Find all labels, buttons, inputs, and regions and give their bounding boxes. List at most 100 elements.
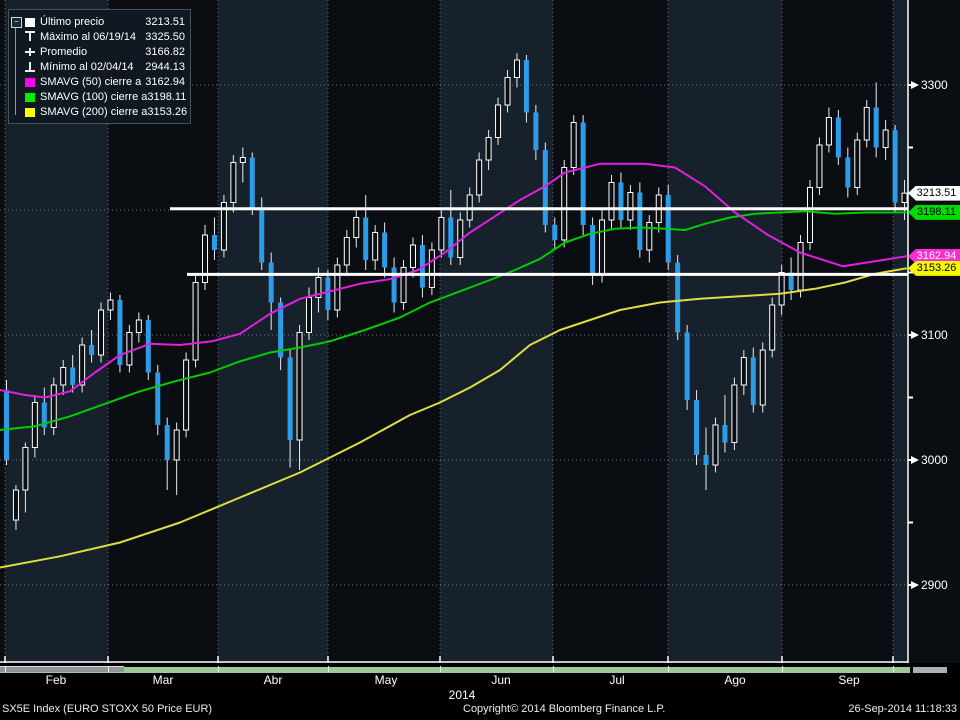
- average-marker-icon: [25, 46, 35, 57]
- candle-body-down: [722, 425, 728, 443]
- candle-body-down: [70, 367, 76, 385]
- candle-body-up: [731, 384, 738, 443]
- legend-collapse-icon[interactable]: −: [11, 17, 22, 28]
- horizontal-scrollbar[interactable]: [0, 666, 960, 673]
- legend-label: Mínimo al 02/04/14: [40, 60, 134, 73]
- candle-body-up: [561, 167, 568, 241]
- scrollbar-track[interactable]: [0, 667, 910, 673]
- legend-value: 2944.13: [145, 60, 185, 73]
- candle-body-up: [570, 122, 577, 168]
- legend-value: 3153.26: [147, 105, 188, 118]
- candle-body-up: [22, 447, 29, 491]
- y-tick-arrow-icon: [911, 456, 919, 464]
- candle-body-down: [552, 225, 558, 240]
- y-tick-arrow-icon: [911, 331, 919, 339]
- legend-row-maximum: Máximo al 06/19/14 3325.50: [13, 29, 185, 44]
- scrollbar-tick: [218, 666, 219, 672]
- y-tick-arrow-icon: [911, 81, 919, 89]
- month-label-sep: Sep: [838, 673, 860, 687]
- candle-body-up: [183, 359, 190, 431]
- candle-body-down: [325, 277, 331, 310]
- candle-body-up: [485, 137, 492, 161]
- candle-body-down: [618, 182, 624, 220]
- candle-body-down: [845, 157, 851, 188]
- month-label-jun: Jun: [491, 673, 511, 687]
- candle-body-up: [79, 344, 86, 386]
- copyright-text: Copyright© 2014 Bloomberg Finance L.P.: [463, 703, 666, 715]
- candle-body-up: [126, 332, 133, 366]
- legend-label: Último precio: [40, 15, 105, 28]
- candle-body-up: [438, 217, 445, 251]
- scrollbar-tick: [782, 666, 783, 672]
- candle-body-down: [391, 267, 397, 303]
- legend-value: 3162.94: [145, 75, 185, 88]
- candle-body-up: [135, 319, 142, 333]
- candle-body-up: [230, 162, 237, 203]
- smavg100-swatch-icon: [25, 92, 35, 102]
- candle-body-up: [315, 277, 322, 298]
- candle-body-down: [287, 357, 293, 440]
- legend-label: SMAVG (200) cierre a: [40, 105, 148, 118]
- candle-body-down: [278, 302, 284, 358]
- scrollbar-end-cap[interactable]: [913, 667, 947, 673]
- smavg50-tag: 3162.94: [908, 248, 960, 264]
- legend-label: Promedio: [40, 45, 88, 58]
- month-label-ago: Ago: [724, 673, 746, 687]
- month-label-jul: Jul: [609, 673, 625, 687]
- legend-row-smavg100: SMAVG (100) cierre a 3198.11: [13, 89, 186, 104]
- candle-body-up: [476, 159, 483, 196]
- candle-body-up: [759, 349, 766, 406]
- candle-body-up: [778, 272, 785, 306]
- candle-body-down: [117, 300, 123, 365]
- candle-body-up: [599, 219, 606, 276]
- scrollbar-tick: [893, 666, 894, 672]
- candle-body-down: [211, 235, 217, 250]
- candle-body-down: [363, 217, 369, 260]
- scrollbar-tick: [668, 666, 669, 672]
- scrollbar-tick: [108, 666, 109, 672]
- month-label-may: May: [374, 673, 398, 687]
- month-band: [440, 0, 553, 663]
- candle-body-up: [797, 242, 804, 291]
- candle-body-down: [268, 262, 274, 303]
- candle-body-down: [873, 107, 879, 148]
- candle-body-up: [428, 249, 435, 288]
- candle-body-up: [495, 104, 502, 138]
- candle-body-down: [580, 122, 586, 225]
- candle-body-down: [41, 402, 47, 428]
- candle-body-down: [145, 320, 151, 373]
- candle-body-down: [835, 117, 841, 158]
- candle-body-up: [769, 304, 776, 351]
- candle-body-up: [400, 267, 407, 303]
- month-label-mar: Mar: [152, 673, 174, 687]
- candle-body-down: [694, 400, 700, 455]
- y-tick-label: 2900: [921, 578, 948, 592]
- candle-body-up: [296, 332, 303, 441]
- scrollbar-thumb[interactable]: [0, 666, 124, 672]
- month-band: [668, 0, 782, 663]
- candle-body-down: [448, 217, 454, 258]
- candle-body-up: [513, 59, 520, 78]
- candle-body-down: [382, 232, 388, 268]
- candle-body-down: [750, 357, 756, 405]
- legend-row-smavg200: SMAVG (200) cierre a 3153.26: [13, 104, 188, 119]
- month-label-feb: Feb: [45, 673, 67, 687]
- candle-body-up: [353, 217, 360, 238]
- y-tick-label: 3100: [921, 328, 948, 342]
- legend-row-smavg50: SMAVG (50) cierre a 3162.94: [13, 74, 185, 89]
- legend-value: 3213.51: [145, 15, 185, 28]
- legend-value: 3325.50: [145, 30, 185, 43]
- candle-body-up: [863, 107, 870, 141]
- candle-body-down: [675, 262, 681, 333]
- last-price-tag: 3213.51: [908, 185, 960, 201]
- candle-body-down: [788, 272, 794, 290]
- chart-legend[interactable]: − Último precio 3213.51 Máximo al 06/19/…: [8, 9, 191, 124]
- month-band: [893, 0, 908, 663]
- candle-body-up: [825, 117, 832, 146]
- candle-body-down: [4, 390, 9, 460]
- candle-body-up: [372, 232, 379, 261]
- scrollbar-tick: [553, 666, 554, 672]
- candle-body-up: [192, 282, 199, 361]
- candle-body-up: [334, 264, 341, 311]
